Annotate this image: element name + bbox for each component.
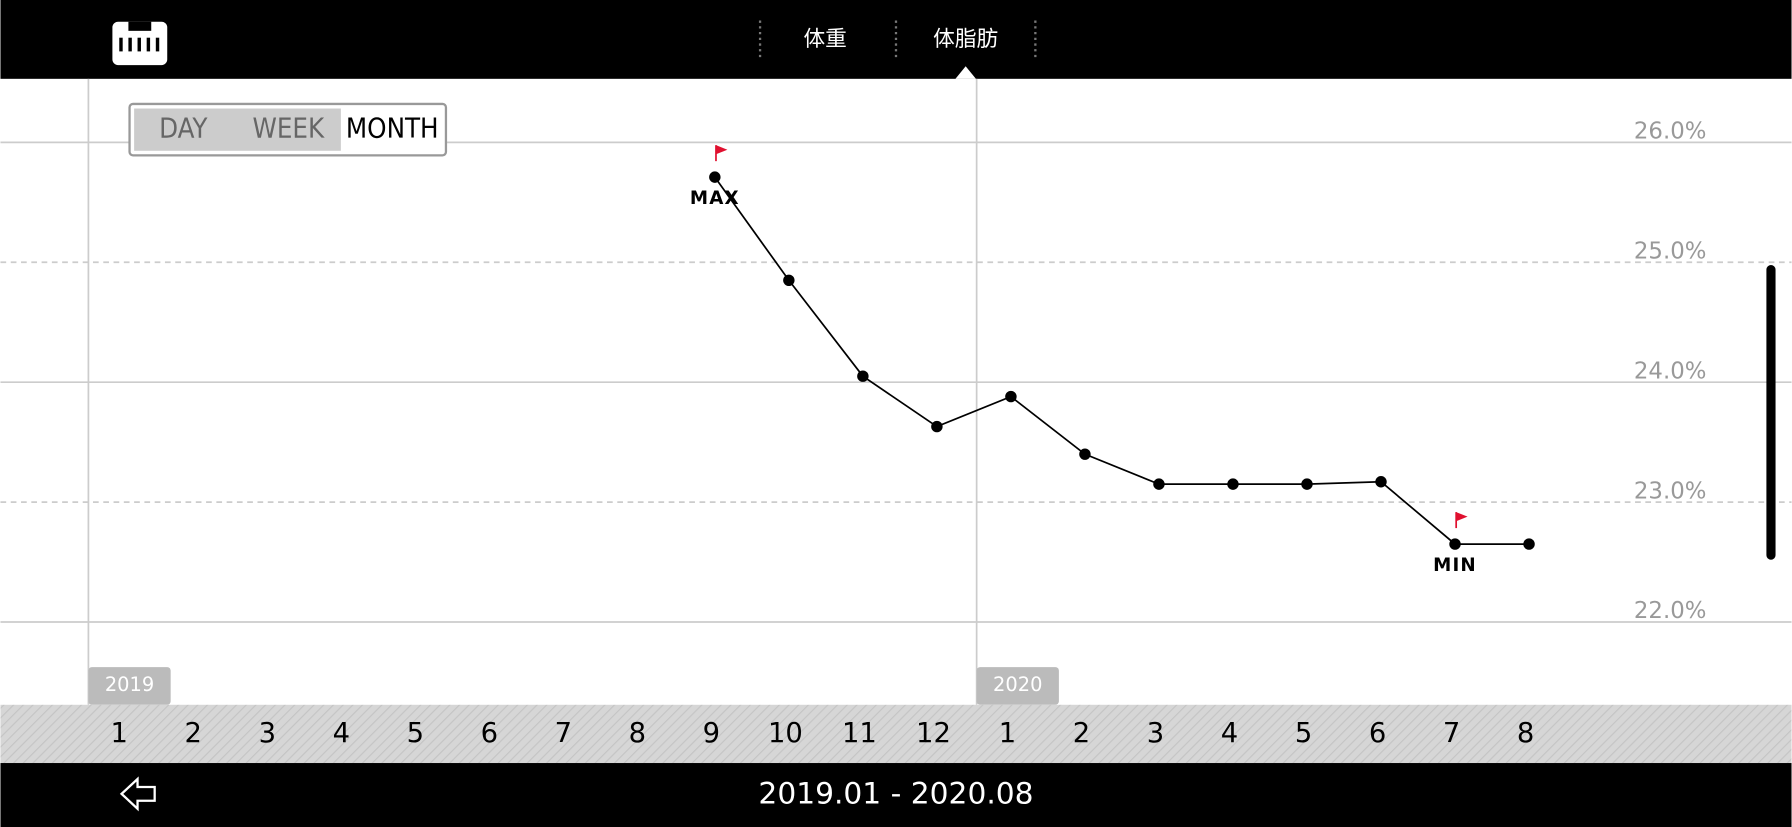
y-tick-label: 24.0% [1634, 358, 1707, 384]
bottom-bar [0, 763, 1792, 827]
tab[interactable]: 体重 [803, 27, 846, 52]
logo[interactable] [112, 21, 168, 66]
year-label: 2020 [993, 673, 1042, 696]
x-tick-label: 7 [555, 718, 572, 749]
year-tab [88, 667, 171, 705]
x-tick-label: 6 [481, 718, 498, 749]
flag [715, 145, 728, 155]
data-point [1375, 476, 1387, 488]
scrollbar[interactable] [1766, 265, 1776, 560]
x-tick-label: 3 [259, 718, 276, 749]
x-tick-label: 2 [1073, 718, 1090, 749]
x-tick-label: 7 [1443, 718, 1460, 749]
period-button[interactable]: WEEK [252, 114, 325, 145]
x-tick-label: 2 [185, 718, 202, 749]
chart: 2019 2020 26.0% 25.0% 24.0% 23.0% 22.0% MAX MIN [0, 78, 1792, 705]
data-point [1301, 478, 1313, 490]
x-tick-label: 1 [111, 718, 128, 749]
x-tick-label: 10 [768, 718, 803, 749]
back-button[interactable] [119, 776, 156, 812]
x-tick-label: 5 [1295, 718, 1312, 749]
tab-active[interactable]: 体脂肪 [933, 27, 998, 52]
y-tick-label: 23.0% [1634, 478, 1707, 504]
y-tick-label: 22.0% [1634, 598, 1707, 624]
data-point [1005, 390, 1017, 403]
data-point [1227, 478, 1239, 490]
data-point [1079, 448, 1091, 460]
data-point [709, 171, 721, 183]
x-tick-label: 6 [1369, 718, 1386, 749]
x-tick-label: 8 [1517, 718, 1534, 749]
data-point [857, 370, 869, 382]
period-selector: DAY WEEK MONTH [128, 102, 448, 157]
annotation-label: MAX [690, 188, 740, 209]
year-label: 2019 [105, 673, 154, 696]
x-tick-label: 1 [999, 718, 1016, 749]
x-tick-label: 4 [333, 718, 350, 749]
date-range: 2019.01 - 2020.08 [758, 777, 1033, 812]
data-point [1153, 478, 1165, 490]
data-point [783, 274, 795, 286]
year-tab [976, 667, 1059, 705]
y-tick-label: 25.0% [1634, 239, 1707, 265]
data-point [931, 420, 943, 433]
annotation-label: MIN [1433, 555, 1477, 576]
data-point [1449, 538, 1461, 550]
x-tick-label: 5 [407, 718, 424, 749]
data-point [1523, 538, 1535, 550]
x-tick-label: 9 [703, 718, 720, 749]
x-tick-label: 11 [842, 718, 877, 749]
x-axis-strip [0, 704, 1792, 764]
period-button[interactable]: DAY [159, 114, 208, 145]
x-tick-label: 3 [1147, 718, 1164, 749]
x-tick-label: 8 [629, 718, 646, 749]
x-tick-label: 12 [916, 718, 951, 749]
tab-indicator [955, 66, 976, 79]
x-tick-label: 4 [1221, 718, 1238, 749]
y-tick-label: 26.0% [1634, 119, 1707, 145]
flag [1456, 512, 1468, 522]
data-line [714, 176, 1530, 545]
period-button-active[interactable]: MONTH [346, 114, 439, 145]
